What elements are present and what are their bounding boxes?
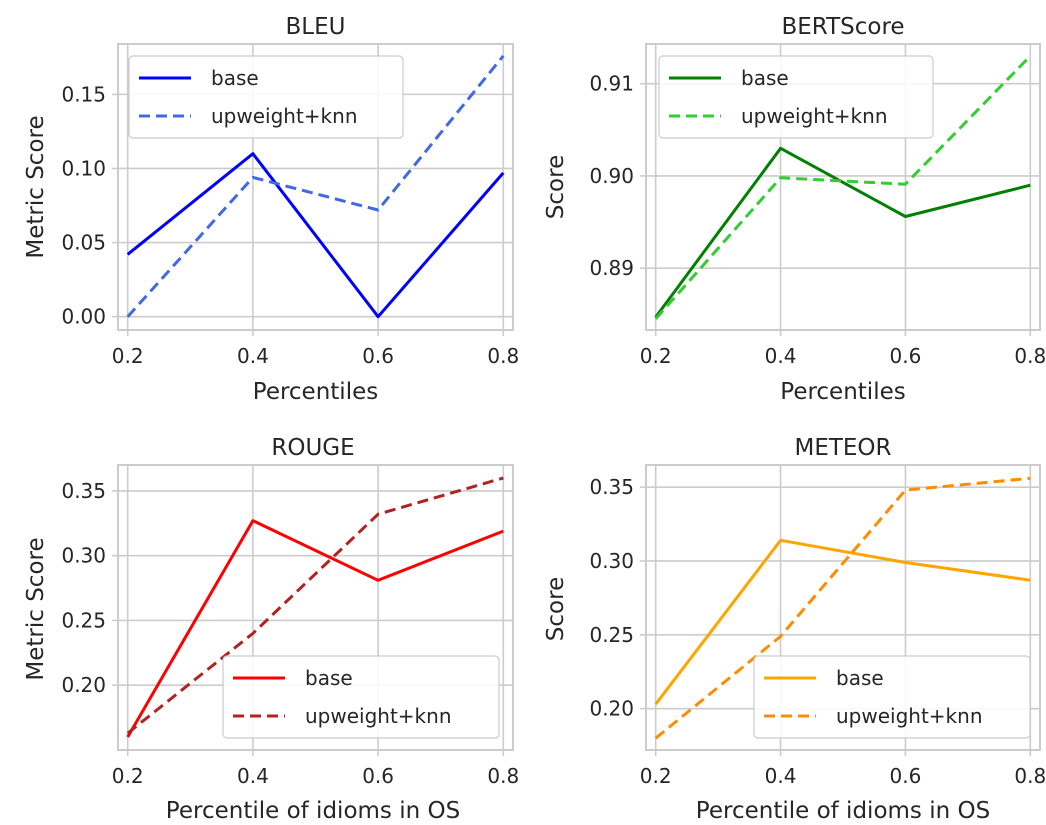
y-tick-label: 0.30 [589, 549, 634, 573]
y-axis-label: Metric Score [23, 115, 49, 258]
series-line-base [654, 146, 1031, 318]
y-tick-label: 0.10 [61, 156, 106, 180]
y-axis-label: Metric Score [23, 537, 49, 680]
series-line-upweight-knn [654, 54, 1032, 320]
y-axis-label: Score [543, 155, 569, 219]
y-tick-label: 0.20 [589, 697, 634, 721]
x-tick-label: 0.6 [362, 344, 394, 368]
axes-frame [645, 43, 1041, 331]
y-tick-label: 0.35 [589, 475, 634, 499]
legend-label-base: base [211, 66, 259, 90]
legend: base upweight+knn [753, 655, 1031, 739]
x-tick-label: 0.4 [765, 764, 797, 788]
x-tick-label: 0.8 [1014, 764, 1046, 788]
legend-box [128, 55, 404, 139]
x-axis-label: Percentiles [253, 379, 378, 405]
legend-label-upweight-knn: upweight+knn [211, 104, 358, 128]
series-line-upweight-knn [654, 476, 1031, 740]
x-tick-label: 0.6 [890, 764, 922, 788]
legend-label-base: base [836, 666, 884, 690]
y-tick-label: 0.91 [589, 72, 634, 96]
legend: base upweight+knn [658, 55, 934, 139]
series-line-upweight-knn [126, 476, 504, 735]
y-tick-label: 0.35 [61, 479, 106, 503]
legend-box [658, 55, 934, 139]
x-axis-label: Percentiles [780, 379, 905, 405]
legend-label-base: base [305, 666, 353, 690]
panel-rouge: ROUGE Metric Score Percentile of idioms … [23, 435, 519, 824]
x-tick-label: 0.6 [362, 764, 394, 788]
y-tick-label: 0.20 [61, 673, 106, 697]
legend-box [753, 655, 1031, 739]
legend-label-upweight-knn: upweight+knn [836, 704, 983, 728]
y-tick-label: 0.89 [589, 256, 634, 280]
panel-bertscore: BERTScore Score Percentiles 0.89 0.90 0.91… [543, 14, 1046, 405]
y-tick-label: 0.05 [61, 231, 106, 255]
x-axis-label: Percentile of idioms in OS [166, 798, 460, 824]
x-tick-label: 0.6 [890, 344, 922, 368]
x-tick-label: 0.2 [112, 344, 144, 368]
axes-frame [645, 464, 1041, 751]
x-tick-label: 0.4 [765, 344, 797, 368]
x-tick-label: 0.2 [640, 764, 672, 788]
legend: base upweight+knn [222, 655, 500, 739]
legend: base upweight+knn [128, 55, 404, 139]
x-axis-label: Percentile of idioms in OS [696, 798, 990, 824]
panel-bleu: BLEU Metric Score Percentiles 0.00 0.05 0.… [23, 14, 519, 405]
x-tick-label: 0.2 [640, 344, 672, 368]
axes-frame [117, 464, 514, 751]
x-tick-label: 0.8 [487, 344, 519, 368]
x-tick-label: 0.2 [112, 764, 144, 788]
y-tick-label: 0.25 [61, 608, 106, 632]
chart-title: BERTScore [781, 14, 904, 40]
y-tick-label: 0.00 [61, 305, 106, 329]
series-line-base [126, 152, 505, 319]
x-tick-label: 0.4 [237, 344, 269, 368]
series-line-upweight-knn [126, 54, 505, 318]
x-tick-label: 0.4 [237, 764, 269, 788]
legend-label-base: base [741, 66, 789, 90]
y-tick-label: 0.30 [61, 544, 106, 568]
chart-title: BLEU [286, 14, 346, 40]
axes-frame [117, 43, 514, 331]
chart-title: ROUGE [271, 435, 354, 461]
legend-label-upweight-knn: upweight+knn [305, 704, 452, 728]
panel-meteor: METEOR Score Percentile of idioms in OS … [543, 435, 1046, 824]
series-line-base [654, 538, 1031, 706]
y-tick-label: 0.15 [61, 82, 106, 106]
x-tick-label: 0.8 [1014, 344, 1046, 368]
y-tick-label: 0.90 [589, 164, 634, 188]
chart-title: METEOR [794, 435, 891, 461]
y-tick-label: 0.25 [589, 623, 634, 647]
y-axis-label: Score [543, 577, 569, 641]
legend-box [222, 655, 500, 739]
legend-label-upweight-knn: upweight+knn [741, 104, 888, 128]
series-line-base [126, 519, 504, 738]
x-tick-label: 0.8 [487, 764, 519, 788]
